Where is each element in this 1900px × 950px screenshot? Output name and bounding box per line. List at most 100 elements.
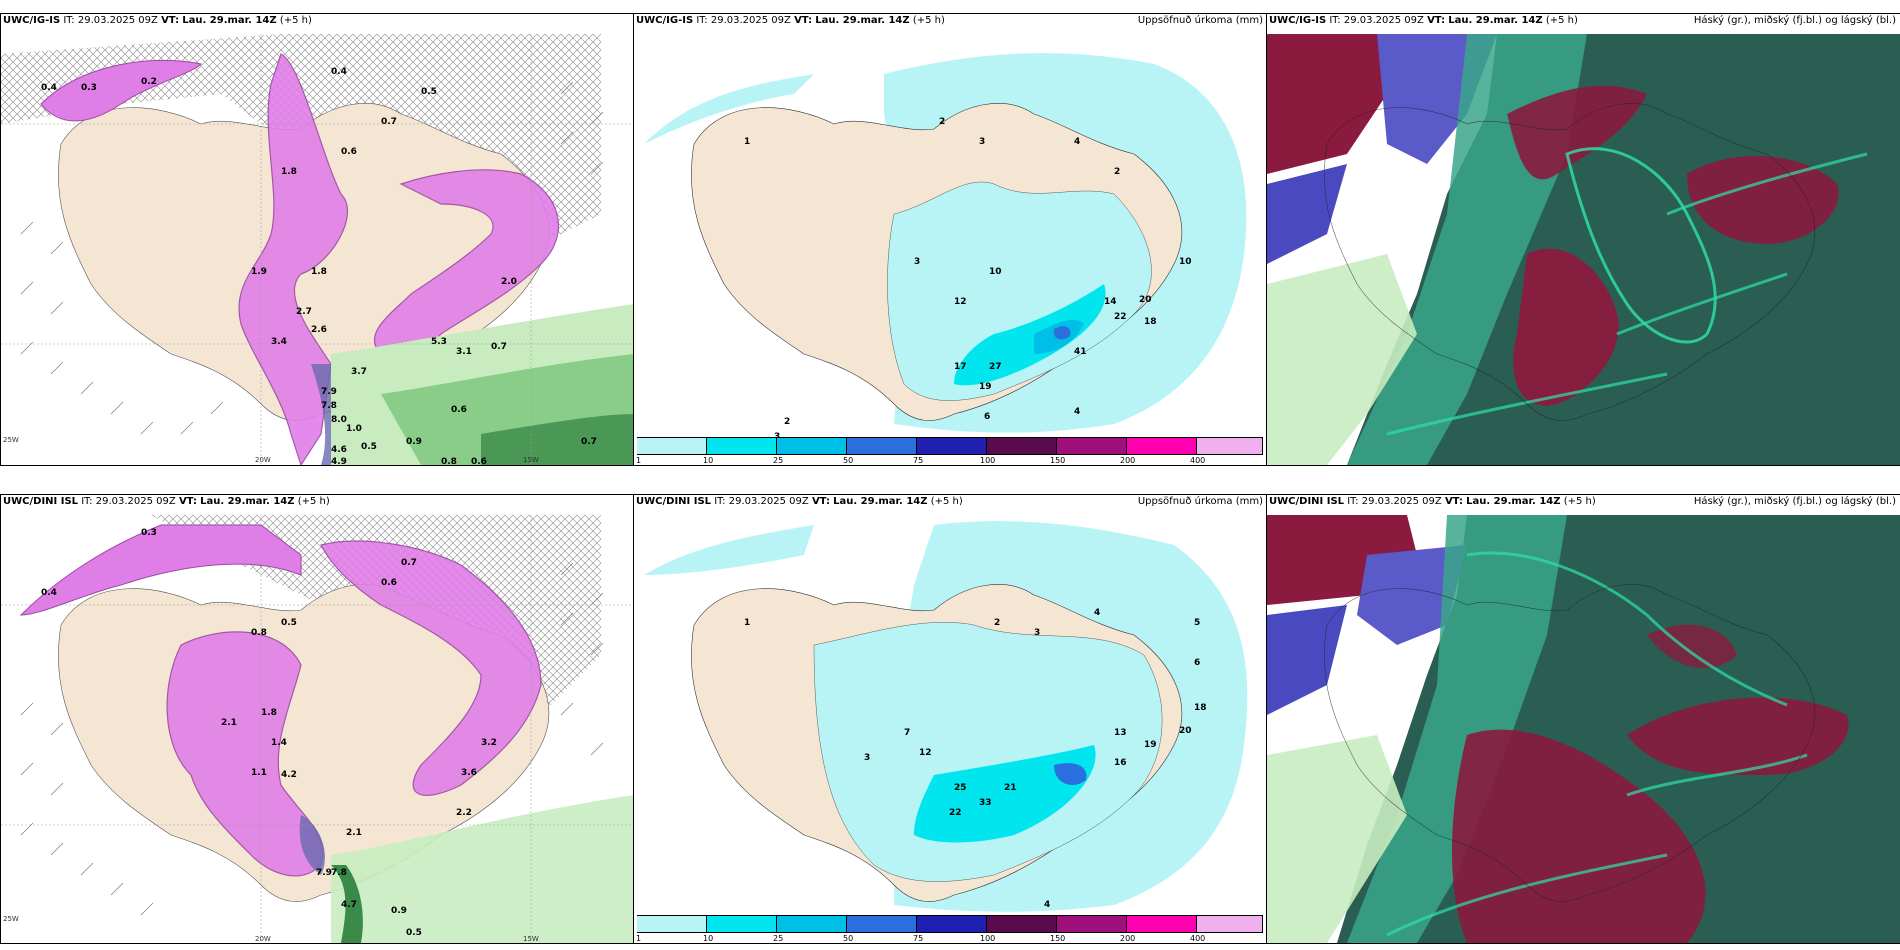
svg-text:0.6: 0.6 (451, 405, 467, 415)
svg-text:0.8: 0.8 (441, 457, 457, 465)
svg-text:2.2: 2.2 (456, 808, 472, 818)
svg-text:3: 3 (1034, 628, 1040, 638)
svg-text:2.1: 2.1 (221, 718, 237, 728)
svg-text:3.6: 3.6 (461, 768, 477, 778)
colorbar-swatch (777, 437, 847, 455)
svg-text:5: 5 (1194, 618, 1200, 628)
panel-precip-ig: UWC/IG-IS IT: 29.03.2025 09Z VT: Lau. 29… (633, 13, 1268, 466)
colorbar-swatch (987, 915, 1057, 933)
svg-text:25W: 25W (3, 915, 19, 923)
panel-precip-dini: UWC/DINI ISL IT: 29.03.2025 09Z VT: Lau.… (633, 494, 1268, 944)
svg-text:5.3: 5.3 (431, 337, 447, 347)
svg-text:4: 4 (1044, 900, 1050, 910)
panel-title: Uppsöfnuð úrkoma (mm) (1137, 15, 1263, 26)
svg-text:12: 12 (919, 748, 932, 758)
colorbar-tick: 25 (773, 456, 784, 465)
colorbar-tick: 25 (773, 934, 784, 943)
svg-text:6: 6 (984, 412, 990, 422)
svg-text:0.6: 0.6 (341, 147, 357, 157)
svg-text:19: 19 (979, 382, 992, 392)
wind-map: 20W 15W 25W 0.3 0.4 0.5 0.6 0.7 0.8 2.1 … (1, 515, 634, 943)
panel-header: UWC/IG-IS IT: 29.03.2025 09Z VT: Lau. 29… (636, 15, 945, 26)
svg-text:3.4: 3.4 (271, 337, 287, 347)
svg-text:25W: 25W (3, 436, 19, 444)
colorbar-swatch (1127, 915, 1197, 933)
svg-text:33: 33 (979, 798, 992, 808)
svg-text:3: 3 (774, 432, 780, 437)
panel-title: Háský (gr.), miðský (fj.bl.) og lágský (… (1693, 15, 1896, 26)
svg-text:1.4: 1.4 (271, 738, 287, 748)
svg-text:1: 1 (744, 137, 750, 147)
svg-text:14: 14 (1104, 297, 1117, 307)
precip-map: 1 2 3 4 5 6 7 12 25 21 33 22 18 19 13 16… (634, 515, 1267, 915)
colorbar-swatch (1057, 437, 1127, 455)
colorbar-swatch (707, 915, 777, 933)
svg-text:1.9: 1.9 (251, 267, 267, 277)
colorbar: 1 10 25 50 75 100 150 200 400 (634, 437, 1267, 465)
svg-text:0.8: 0.8 (251, 628, 267, 638)
svg-text:22: 22 (1114, 312, 1127, 322)
svg-text:4.6: 4.6 (331, 445, 347, 455)
svg-text:18: 18 (1144, 317, 1157, 327)
colorbar-swatch (637, 437, 707, 455)
svg-text:20: 20 (1179, 726, 1192, 736)
svg-text:20: 20 (1139, 295, 1152, 305)
svg-text:18: 18 (1194, 703, 1207, 713)
svg-text:19: 19 (1144, 740, 1157, 750)
colorbar-swatch (847, 437, 917, 455)
svg-text:20W: 20W (255, 456, 271, 464)
colorbar-swatch (1057, 915, 1127, 933)
svg-text:0.4: 0.4 (331, 67, 347, 77)
colorbar-tick: 50 (843, 934, 854, 943)
svg-text:2.6: 2.6 (311, 325, 327, 335)
svg-text:25: 25 (954, 783, 967, 793)
svg-text:22: 22 (949, 808, 962, 818)
precip-map: 1 2 3 4 2 3 10 12 17 27 19 41 22 20 14 1… (634, 34, 1267, 437)
colorbar-swatch (1127, 437, 1197, 455)
colorbar-tick: 150 (1050, 456, 1066, 465)
svg-text:4.2: 4.2 (281, 770, 297, 780)
land (1324, 103, 1816, 421)
svg-text:10: 10 (1179, 257, 1192, 267)
colorbar-tick: 1 (636, 934, 642, 943)
svg-text:17: 17 (954, 362, 967, 372)
wind-map: 20W 15W 25W 0.4 0.3 0.2 0.4 0.5 0.7 0.6 … (1, 34, 634, 465)
svg-text:0.7: 0.7 (581, 437, 597, 447)
svg-text:13: 13 (1114, 728, 1127, 738)
colorbar-tick: 200 (1120, 456, 1136, 465)
svg-text:8.0: 8.0 (331, 415, 347, 425)
svg-text:3: 3 (914, 257, 920, 267)
colorbar-tick: 1 (636, 456, 642, 465)
svg-text:1.8: 1.8 (311, 267, 327, 277)
svg-text:0.4: 0.4 (41, 588, 57, 598)
svg-text:4.7: 4.7 (341, 900, 357, 910)
svg-text:0.7: 0.7 (491, 342, 507, 352)
svg-text:3.1: 3.1 (456, 347, 472, 357)
svg-text:7.8: 7.8 (321, 401, 337, 411)
land (1324, 584, 1816, 902)
svg-text:0.3: 0.3 (141, 528, 157, 538)
cloud-map (1267, 34, 1900, 465)
svg-text:27: 27 (989, 362, 1002, 372)
panel-wind-dini: UWC/DINI ISL IT: 29.03.2025 09Z VT: Lau.… (0, 494, 635, 944)
svg-text:7.8: 7.8 (331, 868, 347, 878)
svg-text:2: 2 (784, 417, 790, 427)
svg-text:0.5: 0.5 (406, 928, 422, 938)
svg-text:4: 4 (1074, 407, 1080, 417)
colorbar-swatch (1197, 915, 1263, 933)
colorbar-tick: 150 (1050, 934, 1066, 943)
svg-text:1.8: 1.8 (281, 167, 297, 177)
colorbar-swatch (637, 915, 707, 933)
panel-title: Uppsöfnuð úrkoma (mm) (1137, 496, 1263, 507)
svg-text:6: 6 (1194, 658, 1200, 668)
svg-text:7.9: 7.9 (321, 387, 337, 397)
colorbar-tick: 75 (913, 934, 924, 943)
svg-text:2: 2 (994, 618, 1000, 628)
svg-text:2: 2 (1114, 167, 1120, 177)
svg-text:0.7: 0.7 (381, 117, 397, 127)
svg-text:4: 4 (1094, 608, 1100, 618)
colorbar-tick: 400 (1190, 934, 1206, 943)
svg-text:0.9: 0.9 (391, 906, 407, 916)
svg-text:21: 21 (1004, 783, 1017, 793)
panel-cloud-dini: UWC/DINI ISL IT: 29.03.2025 09Z VT: Lau.… (1266, 494, 1900, 944)
